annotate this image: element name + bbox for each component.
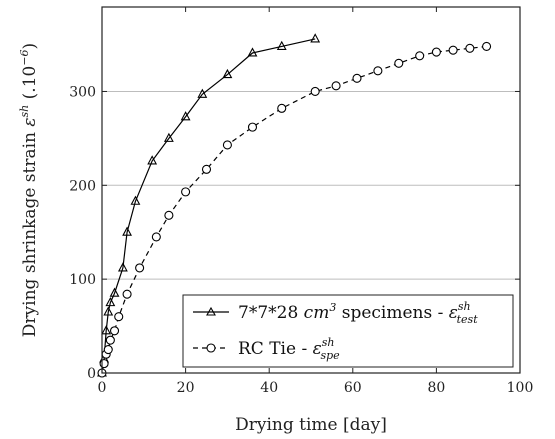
series-line bbox=[101, 38, 316, 374]
series-rc-tie bbox=[97, 41, 492, 378]
legend-specimens-label: 7*7*28 cm3 specimens - εsh test bbox=[238, 300, 478, 326]
data-point-circle bbox=[201, 164, 212, 174]
data-point-circle bbox=[448, 45, 458, 55]
y-tick-label: 100 bbox=[69, 272, 96, 288]
y-axis-label-main: Drying shrinkage strain bbox=[20, 127, 40, 338]
data-point-circle bbox=[109, 326, 120, 336]
data-point-circle bbox=[151, 232, 161, 242]
x-tick-label: 60 bbox=[344, 380, 362, 396]
data-point-circle bbox=[135, 263, 145, 273]
y-axis-label-symbol: ε bbox=[20, 117, 40, 126]
legend-specimens-sub: test bbox=[457, 313, 479, 326]
data-point-circle bbox=[465, 43, 475, 53]
legend: 7*7*28 cm3 specimens - εsh test RC Tie - … bbox=[182, 294, 514, 368]
data-point-circle bbox=[394, 58, 404, 68]
legend-rc-tie-sub: spe bbox=[320, 349, 340, 362]
data-point-triangle bbox=[109, 287, 120, 297]
x-tick-label: 80 bbox=[427, 380, 445, 396]
legend-specimens-unit-sup: 3 bbox=[329, 301, 336, 314]
data-point-circle bbox=[373, 66, 383, 76]
tick-labels: 0 100 200 300 0 20 40 60 80 100 bbox=[69, 84, 533, 396]
x-axis-label: Drying time [day] bbox=[235, 415, 387, 435]
legend-rc-tie-label: RC Tie - εsh spe bbox=[238, 336, 340, 362]
data-point-triangle bbox=[130, 195, 141, 205]
x-tick-label: 20 bbox=[177, 380, 195, 396]
legend-specimens-sup: sh bbox=[458, 300, 471, 313]
data-point-triangle bbox=[122, 226, 132, 236]
data-point-circle bbox=[277, 103, 287, 113]
legend-specimens-unit: cm bbox=[304, 303, 330, 323]
legend-specimens-text1: 7*7*28 bbox=[238, 303, 304, 323]
data-point-circle bbox=[331, 81, 341, 91]
legend-specimens-text2: specimens - bbox=[336, 303, 448, 323]
data-point-triangle bbox=[197, 88, 208, 98]
y-tick-label: 0 bbox=[87, 366, 96, 382]
data-point-circle bbox=[431, 47, 441, 57]
data-point-circle bbox=[247, 122, 258, 132]
x-tick-label: 40 bbox=[260, 380, 278, 396]
y-axis-label: Drying shrinkage strain εsh (.10−6) bbox=[18, 43, 40, 337]
data-point-circle bbox=[181, 187, 191, 197]
legend-rc-tie-marker bbox=[206, 343, 216, 353]
data-point-triangle bbox=[163, 132, 174, 142]
y-tick-label: 200 bbox=[69, 178, 96, 194]
data-point-circle bbox=[103, 344, 113, 355]
grid-lines bbox=[102, 90, 520, 280]
x-tick-label: 0 bbox=[98, 380, 107, 396]
series-layer bbox=[97, 33, 492, 378]
data-point-triangle bbox=[103, 306, 114, 316]
data-point-circle bbox=[122, 289, 132, 299]
y-axis-label-unit-suffix: ) bbox=[20, 43, 40, 50]
x-tick-label: 100 bbox=[507, 380, 534, 396]
legend-rc-tie-sup: sh bbox=[322, 336, 335, 349]
legend-specimens-marker bbox=[206, 306, 216, 316]
series-line bbox=[101, 45, 487, 374]
y-axis-label-unit-prefix: (.10 bbox=[20, 66, 40, 105]
legend-entry-rc-tie: RC Tie - εsh spe bbox=[193, 336, 340, 362]
data-point-triangle bbox=[101, 325, 112, 335]
data-point-circle bbox=[114, 312, 124, 322]
data-point-triangle bbox=[222, 68, 233, 79]
data-point-triangle bbox=[247, 47, 258, 57]
y-tick-label: 300 bbox=[69, 84, 96, 100]
plot-frame bbox=[101, 6, 521, 374]
data-point-circle bbox=[164, 210, 174, 220]
data-point-triangle bbox=[117, 262, 128, 272]
data-point-circle bbox=[352, 73, 362, 83]
data-point-triangle bbox=[310, 33, 321, 43]
legend-entry-specimens: 7*7*28 cm3 specimens - εsh test bbox=[193, 300, 478, 326]
legend-rc-tie-text1: RC Tie - bbox=[238, 339, 313, 359]
data-point-triangle bbox=[105, 296, 116, 307]
legend-rc-tie-symbol: ε bbox=[313, 339, 322, 359]
data-point-circle bbox=[415, 51, 425, 61]
data-point-circle bbox=[222, 140, 232, 150]
data-point-circle bbox=[99, 359, 109, 369]
data-point-triangle bbox=[276, 40, 287, 50]
data-point-circle bbox=[482, 41, 492, 51]
y-axis-label-unit-exp: −6 bbox=[18, 49, 31, 65]
data-point-circle bbox=[105, 335, 115, 345]
legend-box bbox=[182, 294, 514, 368]
y-axis-label-superscript: sh bbox=[18, 105, 31, 118]
data-point-triangle bbox=[180, 111, 191, 121]
legend-specimens-symbol: ε bbox=[449, 303, 458, 323]
data-point-triangle bbox=[147, 155, 158, 165]
data-point-circle bbox=[310, 86, 320, 97]
